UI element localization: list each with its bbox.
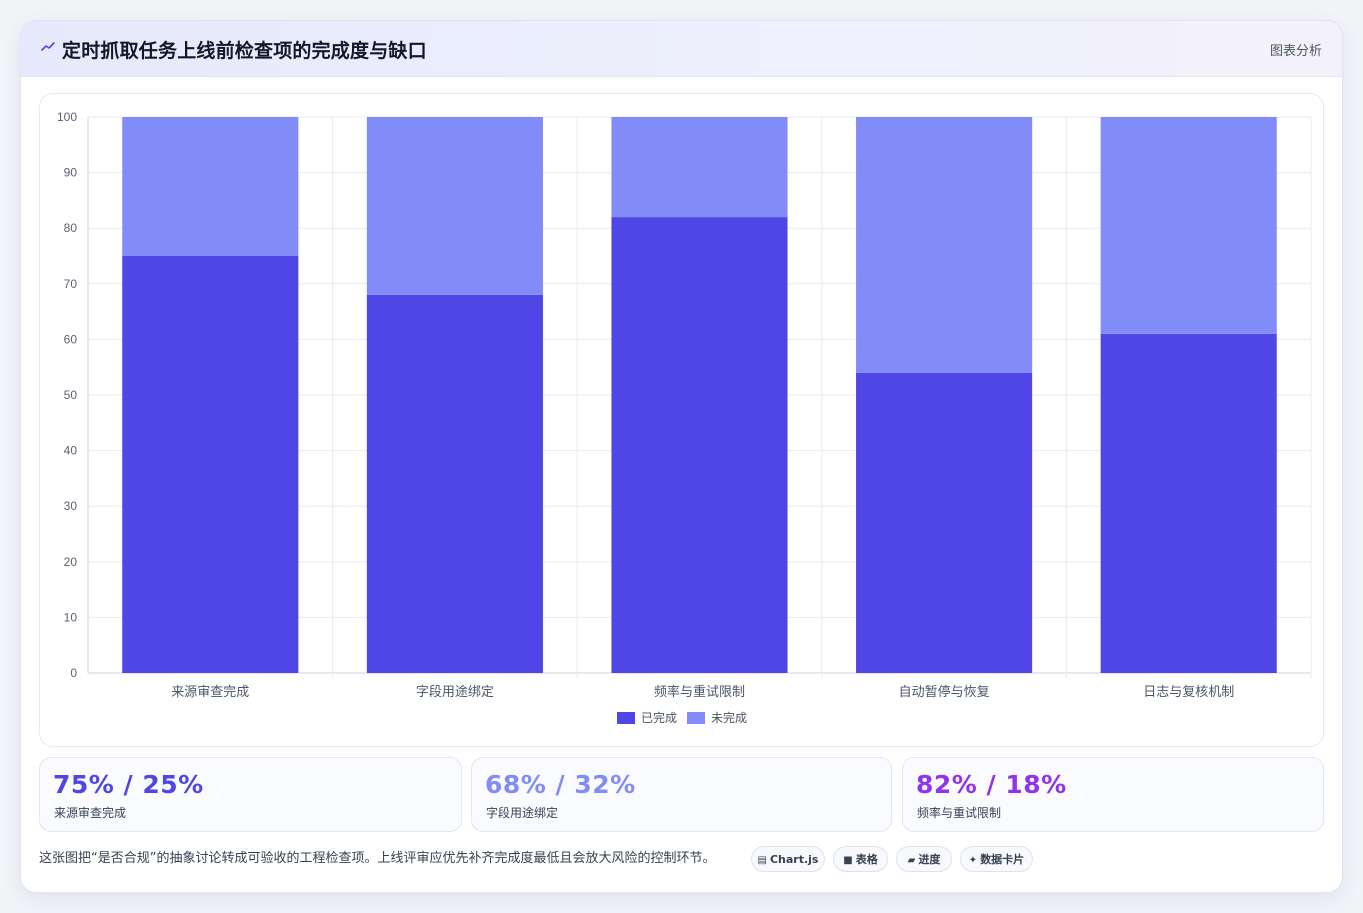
chip-data-card[interactable]: ✦ 数据卡片	[960, 846, 1033, 872]
card-glyph-icon: ✦	[968, 855, 978, 866]
bar-completed	[856, 372, 1033, 673]
y-tick-label: 50	[64, 388, 78, 402]
bar-remaining	[856, 117, 1033, 373]
chip-label: 进度	[918, 853, 941, 866]
y-tick-label: 20	[64, 555, 78, 569]
page-title: 定时抓取任务上线前检查项的完成度与缺口	[62, 40, 427, 62]
progress-glyph-icon: ▰	[907, 855, 916, 866]
stat-label: 字段用途绑定	[486, 806, 559, 820]
y-tick-label: 70	[64, 277, 78, 291]
bar-completed	[366, 294, 543, 673]
chart-panel: 0 10 20 30 40 50 60 70 80 90 100 来源审查完成 字段用途绑定 频率与重试限…	[39, 93, 1324, 747]
bar-remaining	[366, 117, 543, 295]
x-category-label: 日志与复核机制	[1143, 685, 1234, 700]
stat-value: 82% / 18%	[916, 770, 1067, 799]
chip-chartjs[interactable]: ▤ Chart.js	[751, 846, 825, 872]
bar-completed	[611, 217, 788, 673]
chip-label: 表格	[855, 853, 878, 866]
y-tick-label: 100	[57, 110, 77, 124]
trend-line-icon	[41, 42, 55, 51]
y-tick-label: 0	[70, 666, 77, 680]
stacked-bar-chart: 0 10 20 30 40 50 60 70 80 90 100 来源审查完成 字段用途绑定 频率与重试限…	[57, 110, 1312, 725]
bar-remaining	[1100, 117, 1277, 334]
stat-value: 75% / 25%	[53, 770, 204, 799]
x-category-label: 自动暂停与恢复	[899, 684, 990, 700]
stat-card-2: 68% / 32% 字段用途绑定	[471, 757, 892, 832]
bar-remaining	[122, 117, 299, 256]
y-tick-label: 10	[64, 610, 78, 624]
stat-label: 频率与重试限制	[917, 806, 1002, 820]
y-tick-label: 80	[64, 221, 78, 235]
chip-label: 数据卡片	[980, 853, 1025, 866]
y-tick-label: 60	[64, 332, 78, 346]
y-tick-label: 30	[64, 499, 78, 513]
x-category-label: 字段用途绑定	[416, 684, 494, 700]
stat-card-3: 82% / 18% 频率与重试限制	[902, 757, 1324, 832]
y-tick-label: 40	[64, 444, 78, 458]
card-header: 定时抓取任务上线前检查项的完成度与缺口 图表分析	[21, 21, 1342, 77]
stat-label: 来源审查完成	[54, 806, 127, 820]
legend-label: 未完成	[711, 710, 747, 725]
bar-remaining	[611, 117, 788, 218]
legend-swatch	[617, 712, 635, 724]
chart-card: 定时抓取任务上线前检查项的完成度与缺口 图表分析 0 10 20 30 40 50 60 70…	[20, 20, 1343, 893]
chart-glyph-icon: ▤	[757, 855, 767, 866]
footer-note: 这张图把“是否合规”的抽象讨论转成可验收的工程检查项。上线评审应优先补齐完成度最…	[39, 851, 716, 866]
chart-analysis-label: 图表分析	[1269, 44, 1322, 59]
y-tick-label: 90	[64, 166, 78, 180]
stat-value: 68% / 32%	[485, 770, 636, 799]
bar-completed	[1100, 333, 1277, 673]
chip-progress[interactable]: ▰ 进度	[896, 846, 952, 872]
stat-card-1: 75% / 25% 来源审查完成	[39, 757, 462, 832]
legend-swatch	[687, 712, 705, 724]
x-category-label: 频率与重试限制	[654, 684, 745, 700]
chip-label: Chart.js	[769, 853, 819, 866]
table-glyph-icon: ■	[843, 855, 853, 866]
x-category-label: 来源审查完成	[171, 685, 249, 700]
bar-completed	[122, 256, 299, 673]
chip-table[interactable]: ■ 表格	[833, 846, 888, 872]
legend-label: 已完成	[641, 710, 677, 725]
